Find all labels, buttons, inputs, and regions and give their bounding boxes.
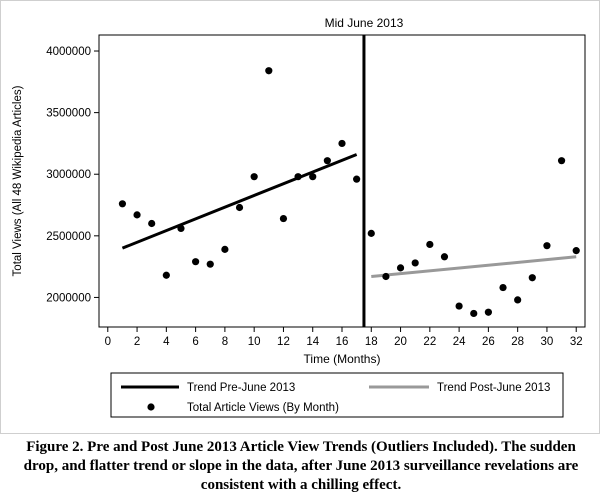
x-tick-label: 6 <box>192 336 198 348</box>
data-point <box>206 260 214 268</box>
x-tick-label: 14 <box>306 336 319 348</box>
data-point <box>528 274 536 282</box>
x-tick-label: 28 <box>511 336 524 348</box>
legend-label-views: Total Article Views (By Month) <box>187 402 339 414</box>
data-point <box>338 139 346 148</box>
data-points <box>118 67 580 318</box>
legend-swatch-views <box>147 403 155 411</box>
x-tick-label: 0 <box>105 336 111 348</box>
data-point <box>382 272 390 281</box>
event-marker: Mid June 2013 <box>325 16 404 327</box>
data-point <box>265 67 273 75</box>
legend-box <box>110 372 564 418</box>
data-point <box>309 173 317 181</box>
data-point <box>177 224 185 233</box>
legend-label-pre-trend: Trend Pre-June 2013 <box>187 382 295 394</box>
x-tick-label: 24 <box>453 336 466 348</box>
trend-lines <box>121 153 577 278</box>
y-tick-label: 2500000 <box>46 231 91 243</box>
data-point <box>484 308 492 316</box>
data-point <box>353 175 361 183</box>
data-point <box>221 245 229 253</box>
y-tick-label: 3500000 <box>46 108 91 120</box>
x-tick-label: 2 <box>134 336 140 348</box>
event-label: Mid June 2013 <box>325 16 404 30</box>
data-point <box>543 242 551 250</box>
data-point <box>557 157 566 165</box>
data-point <box>367 229 375 237</box>
legend-label-post-trend: Trend Post-June 2013 <box>437 382 550 394</box>
legend: Trend Pre-June 2013 Trend Post-June 2013… <box>110 372 564 418</box>
data-point <box>192 258 200 266</box>
x-tick-label: 12 <box>277 336 290 348</box>
x-tick-label: 10 <box>248 336 261 348</box>
data-point <box>148 219 156 228</box>
data-point <box>162 271 170 279</box>
data-point <box>396 264 405 272</box>
trend-line-pre <box>121 153 358 250</box>
y-tick-label: 4000000 <box>46 46 91 58</box>
data-point <box>279 214 288 223</box>
data-point <box>250 173 258 181</box>
x-tick-label: 4 <box>163 336 170 348</box>
data-point <box>572 247 580 255</box>
data-point <box>323 157 331 165</box>
data-point <box>133 211 141 219</box>
x-axis-label: Time (Months) <box>304 352 381 366</box>
x-axis: 0 2 4 6 8 10 12 14 16 18 20 22 24 26 28 30 32 <box>105 327 583 348</box>
data-point <box>294 173 302 181</box>
x-tick-label: 32 <box>570 336 583 348</box>
data-point <box>499 283 507 292</box>
x-tick-label: 16 <box>336 336 349 348</box>
y-tick-label: 2000000 <box>46 292 91 304</box>
y-axis-label: Total Views (All 48 Wikipedia Articles) <box>12 85 24 276</box>
data-point <box>514 296 522 304</box>
data-point <box>426 240 434 249</box>
data-point <box>235 203 244 212</box>
x-tick-label: 30 <box>541 336 554 348</box>
x-tick-label: 26 <box>482 336 495 348</box>
y-axis: 2000000 2500000 3000000 3500000 4000000 <box>46 46 99 304</box>
trend-line-post <box>371 255 577 278</box>
x-tick-label: 18 <box>365 336 378 348</box>
x-tick-label: 20 <box>394 336 407 348</box>
data-point <box>411 259 419 267</box>
data-point <box>118 200 127 208</box>
x-tick-label: 22 <box>423 336 436 348</box>
y-tick-label: 3000000 <box>46 169 91 181</box>
data-point <box>470 309 478 318</box>
plot-area <box>98 34 586 328</box>
data-point <box>440 253 449 261</box>
x-tick-label: 8 <box>222 336 228 348</box>
figure-caption: Figure 2. Pre and Post June 2013 Article… <box>23 439 579 493</box>
data-point <box>455 302 463 310</box>
